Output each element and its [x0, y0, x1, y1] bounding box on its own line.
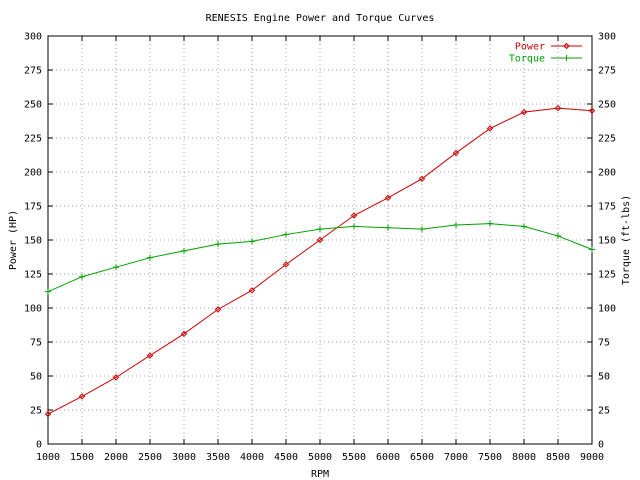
y2-tick-label: 250: [598, 100, 616, 111]
x-tick-label: 2500: [138, 452, 162, 463]
torque-point: [79, 273, 85, 280]
x-tick-label: 2000: [104, 452, 128, 463]
y2-tick-label: 25: [598, 406, 610, 417]
y2-tick-label: 50: [598, 372, 610, 383]
x-tick-label: 4000: [240, 452, 264, 463]
y-tick-label: 200: [24, 168, 42, 179]
legend-marker-power: [563, 42, 570, 50]
y2-axis-label: Torque (ft-lbs): [621, 195, 632, 285]
power-point: [316, 236, 324, 244]
x-tick-label: 8000: [512, 452, 536, 463]
axis-ticks: 1000 1500 2000 2500 3000 3500 4000 4500 5000 5500…: [24, 32, 616, 464]
y2-tick-label: 175: [598, 202, 616, 213]
y-axis-label: Power (HP): [8, 210, 19, 270]
y-tick-label: 250: [24, 100, 42, 111]
y2-tick-label: 200: [598, 168, 616, 179]
x-tick-label: 6500: [410, 452, 434, 463]
torque-point: [215, 241, 221, 248]
power-point: [248, 287, 256, 294]
torque-point: [147, 254, 153, 261]
y-tick-label: 175: [24, 202, 42, 213]
y2-tick-label: 100: [598, 304, 616, 315]
torque-point: [555, 232, 561, 239]
power-point: [520, 108, 528, 116]
torque-point: [589, 246, 595, 253]
power-point: [452, 149, 460, 157]
torque-line: [47, 223, 593, 293]
torque-point: [385, 224, 391, 231]
torque-point: [45, 288, 51, 295]
chart-title: RENESIS Engine Power and Torque Curves: [206, 13, 435, 24]
y-tick-label: 100: [24, 304, 42, 315]
power-point: [44, 410, 52, 418]
x-tick-label: 4500: [274, 452, 298, 463]
y2-tick-label: 275: [598, 66, 616, 77]
torque-point: [521, 223, 527, 230]
x-tick-label: 3000: [172, 452, 196, 463]
torque-point: [113, 264, 119, 271]
x-tick-label: 6000: [376, 452, 400, 463]
power-point: [588, 107, 596, 115]
y-tick-label: 75: [30, 338, 42, 349]
plot-frame: [47, 35, 593, 445]
y-tick-label: 275: [24, 66, 42, 77]
torque-point: [419, 226, 425, 233]
x-tick-label: 1500: [70, 452, 94, 463]
y-tick-label: 150: [24, 236, 42, 247]
y2-tick-label: 225: [598, 134, 616, 145]
torque-point: [181, 247, 187, 254]
torque-point: [249, 238, 255, 245]
power-point: [112, 374, 120, 381]
x-tick-label: 7000: [444, 452, 468, 463]
x-tick-label: 3500: [206, 452, 230, 463]
y-tick-label: 50: [30, 372, 42, 383]
legend-label-power: Power: [515, 42, 545, 53]
legend-marker-torque: [563, 55, 570, 61]
x-tick-label: 9000: [580, 452, 604, 463]
y-tick-label: 25: [30, 406, 42, 417]
torque-point: [283, 231, 289, 238]
power-point: [146, 352, 154, 359]
power-point: [384, 194, 392, 202]
x-tick-label: 8500: [546, 452, 570, 463]
y-tick-label: 225: [24, 134, 42, 145]
power-point: [78, 393, 86, 400]
y-tick-label: 300: [24, 32, 42, 43]
x-tick-label: 5500: [342, 452, 366, 463]
y2-tick-label: 75: [598, 338, 610, 349]
torque-point: [487, 220, 493, 227]
x-axis-label: RPM: [311, 469, 329, 480]
y-tick-label: 125: [24, 270, 42, 281]
power-line: [47, 107, 593, 415]
y2-tick-label: 300: [598, 32, 616, 43]
torque-point: [453, 222, 459, 229]
y2-tick-label: 150: [598, 236, 616, 247]
y2-tick-label: 0: [598, 440, 604, 451]
torque-point: [317, 226, 323, 233]
power-point: [486, 125, 494, 132]
x-tick-label: 5000: [308, 452, 332, 463]
power-point: [418, 175, 426, 183]
grid: [48, 36, 592, 444]
y2-tick-label: 125: [598, 270, 616, 281]
power-point: [180, 330, 188, 338]
y-tick-label: 0: [36, 440, 42, 451]
torque-point: [351, 223, 357, 230]
power-point: [282, 261, 290, 268]
x-tick-label: 7500: [478, 452, 502, 463]
power-point: [554, 104, 562, 112]
power-point: [214, 306, 222, 313]
series-layer: [44, 104, 596, 418]
power-point: [350, 212, 358, 219]
x-tick-label: 1000: [36, 452, 60, 463]
legend-label-torque: Torque: [509, 54, 545, 65]
